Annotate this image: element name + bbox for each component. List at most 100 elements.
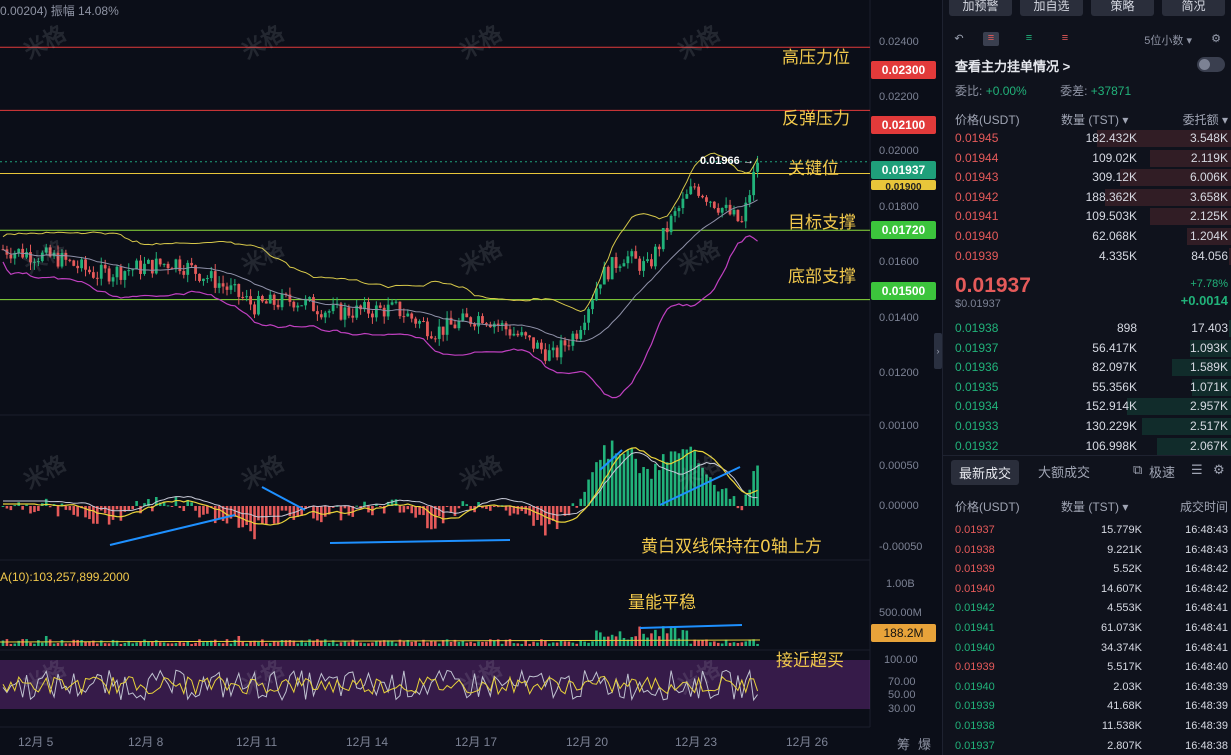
- liquidation-button[interactable]: 爆: [918, 737, 932, 752]
- macd-bar: [99, 506, 103, 511]
- fast-mode-icon[interactable]: ⧉: [1133, 462, 1143, 477]
- candle-body: [677, 208, 681, 212]
- macd-bar: [410, 506, 414, 514]
- boll-upper-line: [2, 152, 759, 313]
- volume-bar: [143, 639, 146, 646]
- price-axis-label: 0.01800: [879, 201, 919, 213]
- candle-body: [178, 259, 182, 272]
- both-sides-icon[interactable]: ≡: [983, 32, 999, 46]
- price-axis-label: 0.02200: [879, 91, 919, 103]
- candle-body: [646, 259, 649, 262]
- tab-fast-mode[interactable]: 极速: [1149, 465, 1176, 480]
- volume-bar: [567, 641, 571, 646]
- bid-row[interactable]: 0.01938 898 17.403: [943, 319, 1231, 339]
- macd-bar: [84, 506, 87, 518]
- volume-bar: [661, 626, 665, 646]
- trade-time-header: 成交时间: [1179, 500, 1228, 514]
- volume-bar: [9, 643, 13, 646]
- macd-bar: [736, 506, 740, 509]
- trade-row: 0.01941 61.073K 16:48:41: [943, 619, 1231, 639]
- qty-column-header[interactable]: 数量 (TST) ▾: [1061, 113, 1129, 127]
- ask-price: 0.01940: [955, 229, 999, 243]
- candle-body: [143, 263, 146, 274]
- bid-row[interactable]: 0.01932 106.998K 2.067K: [943, 437, 1231, 457]
- date-label: 12月 5: [18, 735, 54, 749]
- bid-row[interactable]: 0.01937 56.417K 1.093K: [943, 339, 1231, 359]
- collapse-panel-handle[interactable]: ›: [934, 333, 942, 369]
- diff-value: +37871: [1090, 84, 1132, 98]
- ask-row[interactable]: 0.01945 182.432K 3.548K: [943, 129, 1231, 149]
- main-orders-toggle-label[interactable]: 查看主力挂单情况 >: [955, 59, 1071, 74]
- kline-chart[interactable]: [0, 0, 940, 755]
- macd-bar: [284, 506, 288, 511]
- overview-button[interactable]: 简况: [1162, 0, 1225, 16]
- filter-icon[interactable]: ☰: [1191, 462, 1203, 477]
- bids-only-icon[interactable]: ≡: [1025, 32, 1033, 44]
- tab-large-trades[interactable]: 大额成交: [1038, 465, 1091, 480]
- ask-row[interactable]: 0.01942 188.362K 3.658K: [943, 188, 1231, 208]
- tab-latest-trades[interactable]: 最新成交: [951, 460, 1020, 485]
- ask-row[interactable]: 0.01939 4.335K 84.056: [943, 247, 1231, 267]
- candle-body: [308, 297, 311, 299]
- macd-bar: [304, 506, 307, 509]
- candle-body: [441, 326, 445, 335]
- candle-body: [756, 162, 759, 172]
- bid-row[interactable]: 0.01934 152.914K 2.957K: [943, 397, 1231, 417]
- settings-icon[interactable]: ⚙: [1211, 33, 1221, 45]
- volume-bar: [508, 639, 512, 646]
- trade-quantity: 15.779K: [1101, 524, 1142, 536]
- candle-body: [198, 273, 201, 282]
- add-alert-button[interactable]: 加预警: [949, 0, 1012, 16]
- volume-bar: [575, 643, 579, 646]
- macd-bar: [469, 506, 472, 511]
- trade-qty-header[interactable]: 数量 (TST) ▾: [1061, 500, 1129, 514]
- boll-middle-line: [2, 199, 758, 342]
- main-orders-switch[interactable]: [1197, 57, 1225, 72]
- macd-bar: [33, 506, 36, 513]
- target-support-label: 目标支撑: [788, 213, 856, 233]
- high-pressure-label: 高压力位: [782, 48, 850, 68]
- ask-row[interactable]: 0.01940 62.068K 1.204K: [943, 227, 1231, 247]
- chart-area[interactable]: 0.00204) 振幅 14.08% 高压力位 反弹压力 关键位 目标支撑 底部…: [0, 0, 942, 755]
- bid-row[interactable]: 0.01935 55.356K 1.071K: [943, 378, 1231, 398]
- bid-row[interactable]: 0.01936 82.097K 1.589K: [943, 358, 1231, 378]
- trade-price: 0.01941: [955, 622, 995, 634]
- macd-bar: [434, 506, 437, 529]
- macd-bar: [748, 489, 751, 506]
- macd-bar: [178, 506, 182, 508]
- chips-button[interactable]: 筹: [897, 737, 911, 752]
- candle-body: [359, 305, 363, 310]
- trade-price: 0.01937: [955, 524, 995, 536]
- trade-price: 0.01940: [955, 680, 995, 693]
- volume-bar: [728, 642, 732, 646]
- ask-price: 0.01941: [955, 209, 999, 224]
- ask-row[interactable]: 0.01943 309.12K 6.006K: [943, 168, 1231, 188]
- decimals-select[interactable]: 5位小数 ▾: [1144, 35, 1192, 47]
- candle-body: [374, 305, 378, 318]
- macd-bar: [614, 453, 618, 506]
- amount-column-header[interactable]: 委托额 ▾: [1182, 113, 1228, 127]
- volume-bar: [268, 643, 272, 646]
- orderbook-panel: 加预警 加自选 策略 简况 ↶ ≡ ≡ ≡ 5位小数 ▾ ⚙ 查看主力挂单情况 …: [942, 0, 1231, 755]
- trade-price: 0.01939: [955, 700, 995, 713]
- candle-body: [13, 252, 17, 259]
- ask-row[interactable]: 0.01941 109.503K 2.125K: [943, 207, 1231, 227]
- rsi-axis-label: 100.00: [884, 654, 918, 666]
- volume-bar: [599, 632, 602, 646]
- candle-body: [422, 321, 425, 323]
- bid-row[interactable]: 0.01933 130.229K 2.517K: [943, 417, 1231, 437]
- strategy-button[interactable]: 策略: [1091, 0, 1154, 16]
- macd-bar: [37, 506, 40, 511]
- last-price-percent: +7.78%: [1190, 278, 1228, 290]
- ask-amount: 3.548K: [1189, 131, 1228, 145]
- asks-only-icon[interactable]: ≡: [1061, 32, 1069, 44]
- macd-bar: [673, 451, 677, 506]
- add-watchlist-button[interactable]: 加自选: [1020, 0, 1083, 16]
- trade-settings-icon[interactable]: ⚙: [1213, 462, 1225, 477]
- macd-bar: [732, 496, 736, 506]
- macd-bar: [437, 506, 441, 517]
- ask-row[interactable]: 0.01944 109.02K 2.119K: [943, 149, 1231, 169]
- undo-icon[interactable]: ↶: [954, 33, 964, 45]
- candle-body: [343, 307, 347, 320]
- volume-bar: [571, 642, 575, 646]
